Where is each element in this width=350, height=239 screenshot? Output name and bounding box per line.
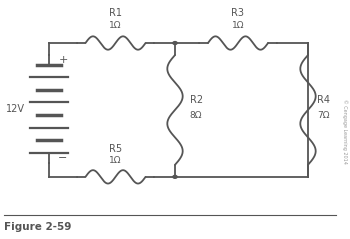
Circle shape — [173, 175, 177, 178]
Text: 12V: 12V — [6, 104, 25, 114]
Text: R5: R5 — [109, 144, 122, 154]
Text: R3: R3 — [231, 8, 245, 18]
Text: 1Ω: 1Ω — [109, 21, 122, 30]
Text: 7Ω: 7Ω — [317, 111, 329, 120]
Text: −: − — [58, 153, 68, 163]
Text: +: + — [59, 55, 68, 65]
Text: 1Ω: 1Ω — [232, 21, 244, 30]
Text: Figure 2-59: Figure 2-59 — [4, 222, 71, 232]
Text: 1Ω: 1Ω — [109, 156, 122, 165]
Text: 8Ω: 8Ω — [190, 111, 202, 120]
Text: R2: R2 — [190, 95, 203, 105]
Text: R1: R1 — [109, 8, 122, 18]
Circle shape — [173, 42, 177, 44]
Text: © Cengage Learning 2014: © Cengage Learning 2014 — [342, 99, 348, 164]
Text: R4: R4 — [317, 95, 330, 105]
